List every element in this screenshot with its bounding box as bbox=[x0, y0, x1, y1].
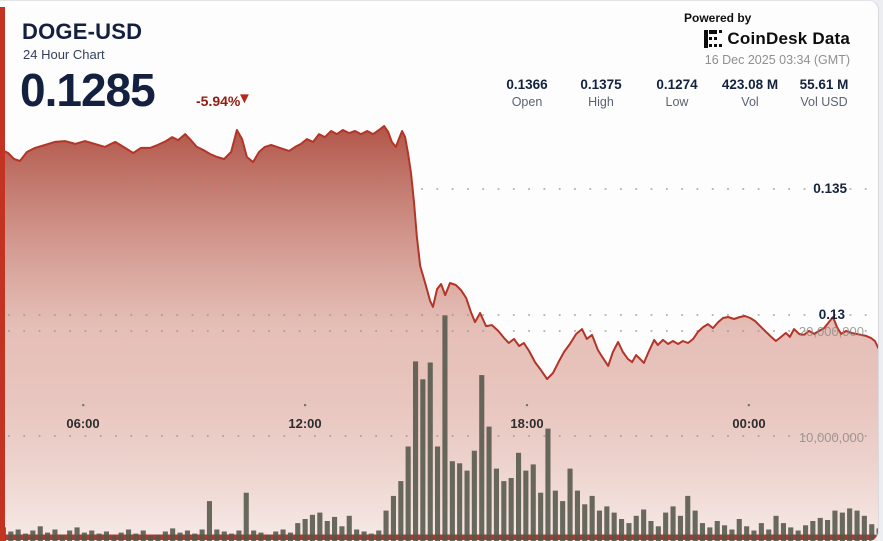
chart-timestamp: 16 Dec 2025 03:34 (GMT) bbox=[680, 53, 850, 67]
coindesk-logo-icon bbox=[704, 30, 722, 48]
stat-high: 0.1375 High bbox=[580, 77, 621, 109]
down-arrow-icon: ▼ bbox=[237, 90, 252, 107]
stat-low: 0.1274 Low bbox=[656, 77, 697, 109]
chart-subtitle: 24 Hour Chart bbox=[23, 47, 105, 62]
x-axis-label-1800: 18:00 bbox=[504, 416, 550, 431]
left-accent-bar bbox=[0, 7, 5, 541]
stat-open: 0.1366 Open bbox=[506, 77, 547, 109]
powered-by-block: Powered by CoinDesk Data 16 bbox=[680, 11, 850, 67]
powered-by-label: Powered by bbox=[684, 11, 850, 25]
current-price: 0.1285 bbox=[20, 63, 155, 117]
y-axis-label-013: 0.13 bbox=[819, 307, 845, 322]
volume-axis-label-10m: 10,000,000 bbox=[799, 430, 864, 445]
x-axis-label-1200: 12:00 bbox=[282, 416, 328, 431]
x-axis-label-0600: 06:00 bbox=[60, 416, 106, 431]
volume-axis-label-20m: 20,000,000 bbox=[799, 324, 864, 339]
price-change-percent: -5.94% bbox=[196, 93, 240, 109]
x-axis-label-0000: 00:00 bbox=[726, 416, 772, 431]
symbol-title: DOGE-USD bbox=[22, 19, 142, 45]
brand-name: CoinDesk Data bbox=[727, 29, 850, 49]
y-axis-label-0135: 0.135 bbox=[813, 181, 847, 196]
stat-volume: 423.08 M Vol bbox=[722, 77, 778, 109]
stat-volume-usd: 55.61 M Vol USD bbox=[800, 77, 849, 109]
